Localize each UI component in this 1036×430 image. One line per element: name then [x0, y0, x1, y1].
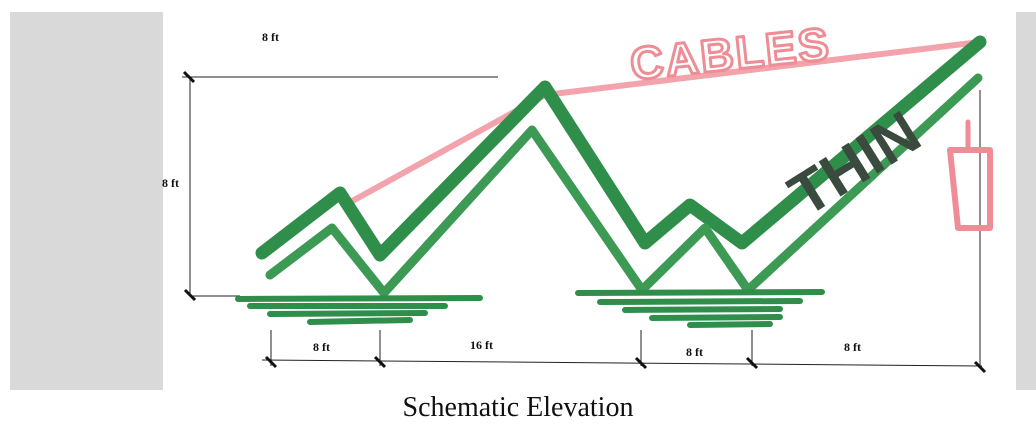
bottom-label-3: 8 ft: [686, 345, 703, 359]
frame-lower-chord: [265, 73, 983, 298]
thin-sketch: THIN: [777, 98, 931, 229]
bottom-label-2: 16 ft: [470, 338, 493, 352]
base-hatching: [235, 289, 825, 328]
cables-label: CABLES: [628, 17, 833, 90]
height-label: 8 ft: [162, 176, 179, 190]
cable-anchor-sketch: [947, 147, 993, 231]
right-gray-panel: [1016, 12, 1036, 390]
bottom-dimension-line: [261, 359, 983, 367]
thin-label: THIN: [777, 98, 931, 229]
bottom-label-1: 8 ft: [313, 340, 330, 354]
frame-upper-chord: [255, 35, 987, 262]
dimension-ticks: [182, 70, 987, 374]
top-width-label: 8 ft: [262, 30, 279, 44]
left-gray-panel: [10, 12, 163, 390]
frame-sketch: [255, 35, 987, 298]
figure-caption: Schematic Elevation: [402, 392, 634, 423]
bottom-label-4: 8 ft: [844, 340, 861, 354]
